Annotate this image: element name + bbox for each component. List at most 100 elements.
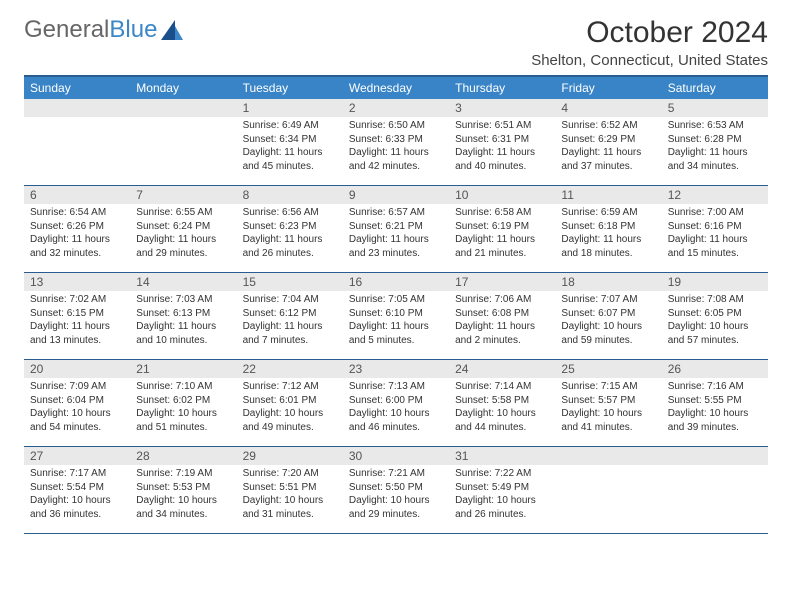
daylight-text: Daylight: 11 hours and 2 minutes. bbox=[455, 320, 549, 347]
day-number: 30 bbox=[343, 447, 449, 465]
sunset-text: Sunset: 5:54 PM bbox=[30, 481, 124, 495]
day-body: Sunrise: 7:02 AMSunset: 6:15 PMDaylight:… bbox=[24, 291, 130, 351]
sunrise-text: Sunrise: 7:12 AM bbox=[243, 380, 337, 394]
day-number: 12 bbox=[662, 186, 768, 204]
sunrise-text: Sunrise: 6:56 AM bbox=[243, 206, 337, 220]
day-cell: 11Sunrise: 6:59 AMSunset: 6:18 PMDayligh… bbox=[555, 186, 661, 272]
sunset-text: Sunset: 6:24 PM bbox=[136, 220, 230, 234]
logo-text-general: General bbox=[24, 16, 109, 44]
month-title: October 2024 bbox=[531, 16, 768, 50]
daylight-text: Daylight: 10 hours and 49 minutes. bbox=[243, 407, 337, 434]
sunrise-text: Sunrise: 6:51 AM bbox=[455, 119, 549, 133]
daylight-text: Daylight: 11 hours and 37 minutes. bbox=[561, 146, 655, 173]
daylight-text: Daylight: 11 hours and 45 minutes. bbox=[243, 146, 337, 173]
sunset-text: Sunset: 6:21 PM bbox=[349, 220, 443, 234]
daylight-text: Daylight: 10 hours and 54 minutes. bbox=[30, 407, 124, 434]
sunrise-text: Sunrise: 7:03 AM bbox=[136, 293, 230, 307]
sunrise-text: Sunrise: 7:15 AM bbox=[561, 380, 655, 394]
sunset-text: Sunset: 5:58 PM bbox=[455, 394, 549, 408]
sunrise-text: Sunrise: 7:10 AM bbox=[136, 380, 230, 394]
day-number: 3 bbox=[449, 99, 555, 117]
sunset-text: Sunset: 5:51 PM bbox=[243, 481, 337, 495]
day-number: 26 bbox=[662, 360, 768, 378]
sunrise-text: Sunrise: 7:04 AM bbox=[243, 293, 337, 307]
day-body: Sunrise: 7:15 AMSunset: 5:57 PMDaylight:… bbox=[555, 378, 661, 438]
sunset-text: Sunset: 5:57 PM bbox=[561, 394, 655, 408]
daylight-text: Daylight: 10 hours and 46 minutes. bbox=[349, 407, 443, 434]
daylight-text: Daylight: 10 hours and 26 minutes. bbox=[455, 494, 549, 521]
day-number bbox=[24, 99, 130, 117]
daylight-text: Daylight: 11 hours and 5 minutes. bbox=[349, 320, 443, 347]
sunrise-text: Sunrise: 6:54 AM bbox=[30, 206, 124, 220]
sunset-text: Sunset: 6:19 PM bbox=[455, 220, 549, 234]
day-number: 21 bbox=[130, 360, 236, 378]
day-body: Sunrise: 7:12 AMSunset: 6:01 PMDaylight:… bbox=[237, 378, 343, 438]
sunset-text: Sunset: 6:29 PM bbox=[561, 133, 655, 147]
day-body: Sunrise: 6:58 AMSunset: 6:19 PMDaylight:… bbox=[449, 204, 555, 264]
sunrise-text: Sunrise: 7:22 AM bbox=[455, 467, 549, 481]
sunset-text: Sunset: 5:49 PM bbox=[455, 481, 549, 495]
day-number: 2 bbox=[343, 99, 449, 117]
daylight-text: Daylight: 10 hours and 41 minutes. bbox=[561, 407, 655, 434]
day-body: Sunrise: 6:56 AMSunset: 6:23 PMDaylight:… bbox=[237, 204, 343, 264]
day-cell: 16Sunrise: 7:05 AMSunset: 6:10 PMDayligh… bbox=[343, 273, 449, 359]
daylight-text: Daylight: 11 hours and 26 minutes. bbox=[243, 233, 337, 260]
day-cell: 4Sunrise: 6:52 AMSunset: 6:29 PMDaylight… bbox=[555, 99, 661, 185]
daylight-text: Daylight: 10 hours and 36 minutes. bbox=[30, 494, 124, 521]
day-cell: 10Sunrise: 6:58 AMSunset: 6:19 PMDayligh… bbox=[449, 186, 555, 272]
daylight-text: Daylight: 11 hours and 40 minutes. bbox=[455, 146, 549, 173]
sunrise-text: Sunrise: 7:05 AM bbox=[349, 293, 443, 307]
day-cell: 12Sunrise: 7:00 AMSunset: 6:16 PMDayligh… bbox=[662, 186, 768, 272]
sunrise-text: Sunrise: 6:57 AM bbox=[349, 206, 443, 220]
sunset-text: Sunset: 6:26 PM bbox=[30, 220, 124, 234]
day-number: 1 bbox=[237, 99, 343, 117]
day-body: Sunrise: 6:49 AMSunset: 6:34 PMDaylight:… bbox=[237, 117, 343, 177]
sunrise-text: Sunrise: 6:58 AM bbox=[455, 206, 549, 220]
sunrise-text: Sunrise: 6:50 AM bbox=[349, 119, 443, 133]
sunrise-text: Sunrise: 7:21 AM bbox=[349, 467, 443, 481]
day-cell: 7Sunrise: 6:55 AMSunset: 6:24 PMDaylight… bbox=[130, 186, 236, 272]
day-number: 18 bbox=[555, 273, 661, 291]
daylight-text: Daylight: 11 hours and 7 minutes. bbox=[243, 320, 337, 347]
daylight-text: Daylight: 10 hours and 39 minutes. bbox=[668, 407, 762, 434]
day-body bbox=[662, 465, 768, 471]
sunrise-text: Sunrise: 7:16 AM bbox=[668, 380, 762, 394]
dayhead-sunday: Sunday bbox=[24, 77, 130, 99]
location: Shelton, Connecticut, United States bbox=[531, 52, 768, 69]
sunset-text: Sunset: 6:08 PM bbox=[455, 307, 549, 321]
day-cell: 18Sunrise: 7:07 AMSunset: 6:07 PMDayligh… bbox=[555, 273, 661, 359]
day-cell: 30Sunrise: 7:21 AMSunset: 5:50 PMDayligh… bbox=[343, 447, 449, 533]
sunset-text: Sunset: 6:00 PM bbox=[349, 394, 443, 408]
sunset-text: Sunset: 6:04 PM bbox=[30, 394, 124, 408]
day-cell: 1Sunrise: 6:49 AMSunset: 6:34 PMDaylight… bbox=[237, 99, 343, 185]
day-cell: 26Sunrise: 7:16 AMSunset: 5:55 PMDayligh… bbox=[662, 360, 768, 446]
day-body: Sunrise: 6:53 AMSunset: 6:28 PMDaylight:… bbox=[662, 117, 768, 177]
day-body: Sunrise: 7:09 AMSunset: 6:04 PMDaylight:… bbox=[24, 378, 130, 438]
day-body: Sunrise: 7:05 AMSunset: 6:10 PMDaylight:… bbox=[343, 291, 449, 351]
day-body: Sunrise: 7:21 AMSunset: 5:50 PMDaylight:… bbox=[343, 465, 449, 525]
day-body: Sunrise: 7:08 AMSunset: 6:05 PMDaylight:… bbox=[662, 291, 768, 351]
page-header: GeneralBlue October 2024 Shelton, Connec… bbox=[24, 16, 768, 69]
day-cell bbox=[24, 99, 130, 185]
day-cell: 20Sunrise: 7:09 AMSunset: 6:04 PMDayligh… bbox=[24, 360, 130, 446]
daylight-text: Daylight: 11 hours and 13 minutes. bbox=[30, 320, 124, 347]
sunset-text: Sunset: 6:02 PM bbox=[136, 394, 230, 408]
sunset-text: Sunset: 6:12 PM bbox=[243, 307, 337, 321]
daylight-text: Daylight: 11 hours and 21 minutes. bbox=[455, 233, 549, 260]
daylight-text: Daylight: 11 hours and 42 minutes. bbox=[349, 146, 443, 173]
day-cell: 13Sunrise: 7:02 AMSunset: 6:15 PMDayligh… bbox=[24, 273, 130, 359]
sunset-text: Sunset: 5:50 PM bbox=[349, 481, 443, 495]
day-number: 9 bbox=[343, 186, 449, 204]
daylight-text: Daylight: 10 hours and 59 minutes. bbox=[561, 320, 655, 347]
day-body: Sunrise: 7:19 AMSunset: 5:53 PMDaylight:… bbox=[130, 465, 236, 525]
day-cell: 31Sunrise: 7:22 AMSunset: 5:49 PMDayligh… bbox=[449, 447, 555, 533]
sunrise-text: Sunrise: 7:02 AM bbox=[30, 293, 124, 307]
day-body bbox=[130, 117, 236, 123]
logo-sail-icon bbox=[161, 20, 183, 40]
day-cell: 21 Sunrise: 7:10 AMSunset: 6:02 PMDayligh… bbox=[130, 360, 236, 446]
day-body: Sunrise: 6:52 AMSunset: 6:29 PMDaylight:… bbox=[555, 117, 661, 177]
daylight-text: Daylight: 11 hours and 15 minutes. bbox=[668, 233, 762, 260]
daylight-text: Daylight: 10 hours and 51 minutes. bbox=[136, 407, 230, 434]
sunset-text: Sunset: 6:13 PM bbox=[136, 307, 230, 321]
daylight-text: Daylight: 11 hours and 32 minutes. bbox=[30, 233, 124, 260]
